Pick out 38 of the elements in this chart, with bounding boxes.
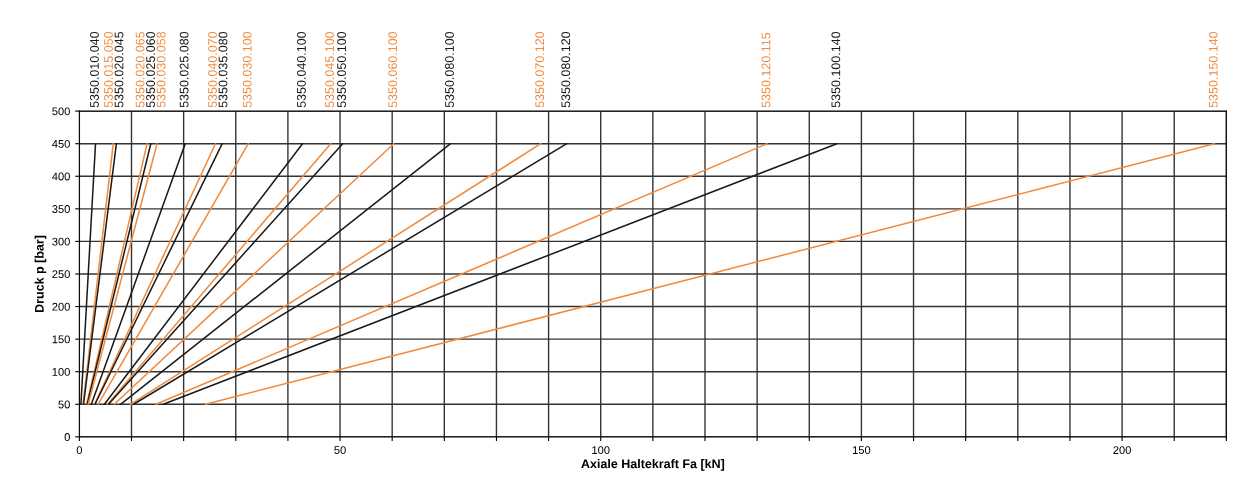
text: 5350.080.100 [445,31,454,108]
y-tick-label: 450 [52,139,70,148]
y-tick-label: 400 [52,172,70,181]
x-tick-label: 100 [592,446,610,455]
y-tick-label: 100 [52,367,70,376]
text: 5350.070.120 [535,31,545,108]
text: 5350.035.080 [218,31,228,108]
text: 5350.025.080 [179,31,189,108]
x-tick-label: 0 [76,446,83,455]
x-tick-label: 50 [334,446,346,455]
text: 5350.020.045 [114,31,124,108]
text: 5350.030.058 [156,31,166,108]
text: 5350.040.100 [297,31,306,108]
text: 5350.030.100 [242,31,252,108]
y-tick-label: 250 [52,270,70,279]
text: 5350.010.040 [90,31,99,108]
text: 5350.050.100 [337,31,346,108]
y-tick-label: 350 [52,205,70,213]
x-tick-label: 150 [852,446,871,455]
text: 5350.015.050 [104,31,113,108]
y-tick-label: 500 [52,107,70,116]
x-tick-label: 200 [1113,446,1131,455]
text: 5350.100.140 [831,31,841,108]
y-tick-label: 300 [52,237,70,246]
text: 5350.020.065 [135,31,145,108]
y-tick-label: 150 [52,335,70,344]
text: 5350.150.140 [1208,31,1218,108]
y-axis-title: Druck p [bar] [34,235,47,313]
x-axis-title: Axiale Haltekraft Fa [kN] [581,459,725,471]
y-tick-label: 50 [58,400,70,409]
text: 5350.080.120 [561,31,571,108]
text: 5350.120.115 [761,32,771,108]
text: 5350.040.070 [208,31,217,108]
y-tick-label: 0 [64,433,70,441]
y-tick-label: 200 [52,302,70,311]
text: 5350.060.100 [388,31,398,108]
text: 5350.045.100 [325,31,335,108]
text: 5350.025.060 [146,31,156,108]
